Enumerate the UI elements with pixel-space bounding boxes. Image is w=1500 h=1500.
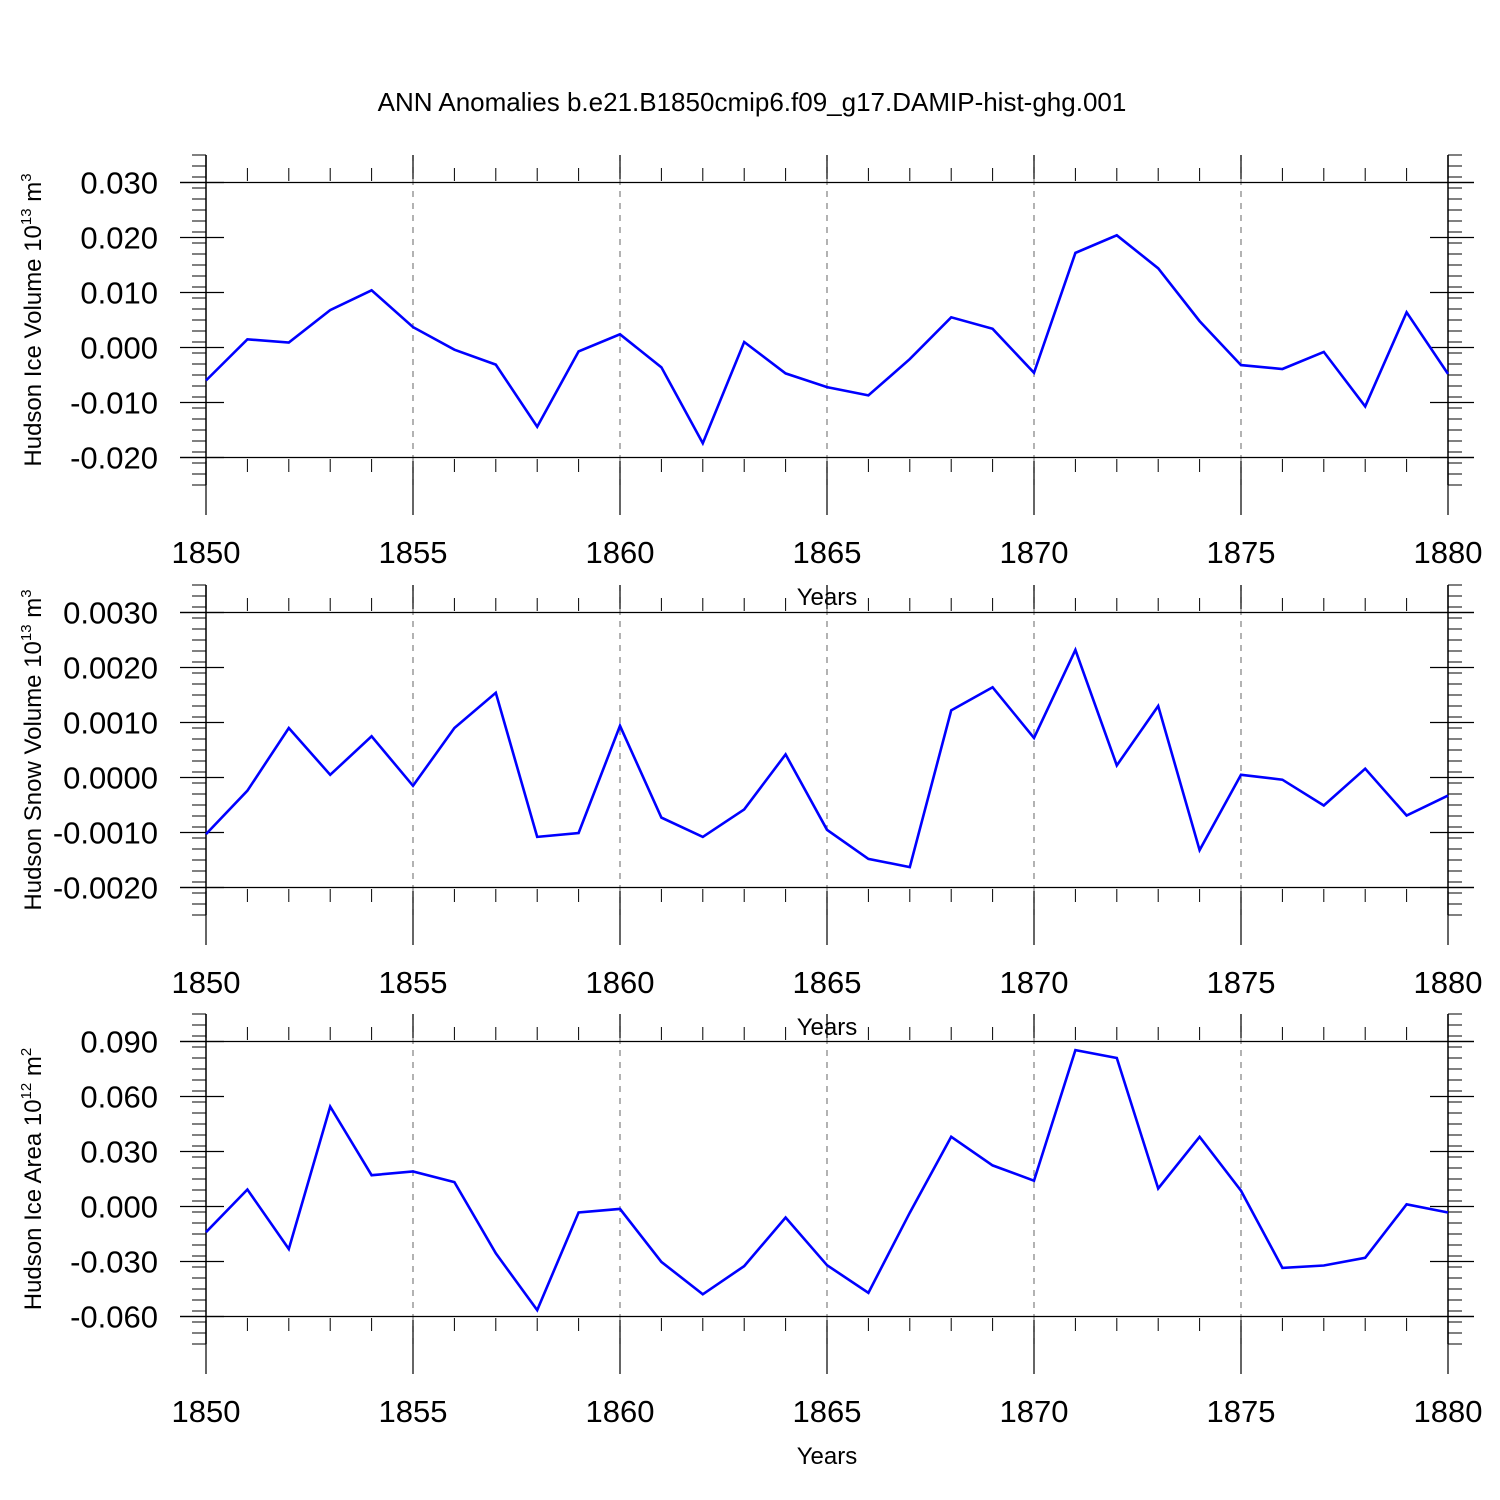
panel-1: -0.020 -0.010 0.000 0.010 0.020 0.030 1850 1855… [18,154,1483,611]
x-tick-label: 1855 [379,535,448,570]
x-tick-label: 1880 [1414,1394,1483,1429]
x-tick-label: 1850 [172,1394,241,1429]
y-tick-label: -0.060 [70,1300,158,1335]
x-tick-label: 1860 [586,535,655,570]
x-tick-label: 1865 [793,965,862,1000]
x-tick-label: 1870 [1000,1394,1069,1429]
y-tick-label: -0.010 [70,386,158,421]
x-tick-label: 1880 [1414,535,1483,570]
y-tick-label: -0.0020 [53,871,158,906]
y-tick-label: 0.060 [80,1080,158,1115]
panels: -0.020 -0.010 0.000 0.010 0.020 0.030 1850 1855… [18,154,1483,1470]
y-tick-label: 0.020 [80,221,158,256]
y-tick-label: 0.030 [80,166,158,201]
y-tick-label: 0.0030 [63,596,158,631]
x-tick-label: 1860 [586,1394,655,1429]
x-axis-label: Years [797,1443,858,1470]
series-line [205,233,1450,447]
panel-2: -0.0020 -0.0010 0.0000 0.0010 0.0020 0.0030 18… [18,584,1483,1041]
x-tick-label: 1860 [586,965,655,1000]
y-tick-label: 0.000 [80,331,158,366]
x-tick-label: 1870 [1000,535,1069,570]
y-tick-label: 0.0020 [63,651,158,686]
x-tick-label: 1865 [793,535,862,570]
y-tick-label: 0.000 [80,1190,158,1225]
x-tick-label: 1875 [1207,535,1276,570]
x-tick-label: 1855 [379,965,448,1000]
y-tick-label: 0.0000 [63,761,158,796]
chart-title: ANN Anomalies b.e21.B1850cmip6.f09_g17.D… [378,87,1127,117]
x-tick-label: 1850 [172,535,241,570]
y-axis-label: Hudson Ice Area 1012 m2 [18,1048,47,1311]
y-tick-label: 0.010 [80,276,158,311]
y-axis-label: Hudson Ice Volume 1013 m3 [18,173,47,466]
y-tick-label: -0.030 [70,1245,158,1280]
x-tick-label: 1865 [793,1394,862,1429]
x-tick-label: 1850 [172,965,241,1000]
y-tick-label: 0.030 [80,1135,158,1170]
x-tick-label: 1855 [379,1394,448,1429]
x-tick-label: 1870 [1000,965,1069,1000]
y-axis-label: Hudson Snow Volume 1013 m3 [18,589,47,910]
y-tick-label: 0.090 [80,1025,158,1060]
panel-3: -0.060 -0.030 0.000 0.030 0.060 0.090 1850 1855… [18,1013,1483,1470]
series-line [205,1048,1449,1313]
x-tick-label: 1875 [1207,965,1276,1000]
y-tick-label: 0.0010 [63,706,158,741]
x-tick-label: 1880 [1414,965,1483,1000]
series-line [205,646,1449,869]
x-tick-label: 1875 [1207,1394,1276,1429]
y-tick-label: -0.020 [70,441,158,476]
y-tick-label: -0.0010 [53,816,158,851]
